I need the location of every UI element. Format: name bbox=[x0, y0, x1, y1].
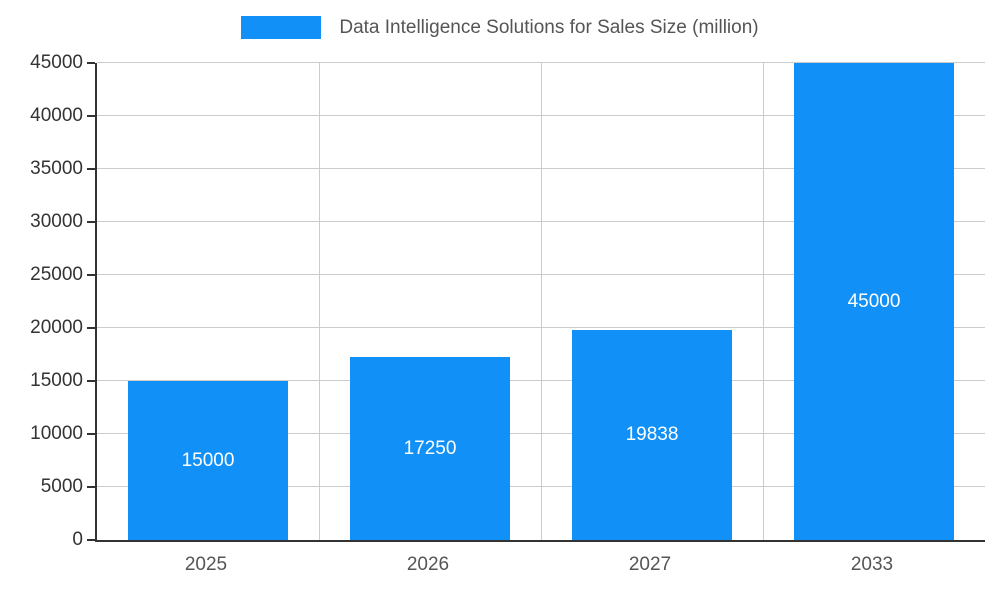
x-tick-label: 2025 bbox=[184, 554, 228, 575]
bars-container: 15000 17250 19838 45000 bbox=[97, 63, 985, 540]
y-tick-label: 30000 bbox=[30, 211, 83, 233]
chart-title: Data Intelligence Solutions for Sales Si… bbox=[339, 16, 759, 38]
y-tick-mark bbox=[87, 168, 95, 170]
y-tick-label: 40000 bbox=[30, 105, 83, 126]
x-tick-label: 2026 bbox=[406, 554, 450, 575]
x-tick-label: 2027 bbox=[628, 554, 672, 575]
x-gridline bbox=[763, 63, 764, 540]
y-tick-mark bbox=[87, 62, 95, 64]
y-tick-mark bbox=[87, 115, 95, 117]
y-tick-label: 45000 bbox=[30, 52, 83, 73]
legend: Data Intelligence Solutions for Sales Si… bbox=[0, 16, 1000, 39]
x-tick-label: 2033 bbox=[850, 554, 894, 575]
bar-value-label: 17250 bbox=[403, 437, 457, 459]
y-tick-mark bbox=[87, 380, 95, 383]
plot-area: 15000 17250 19838 45000 0 5000 10000 15000 2000… bbox=[30, 52, 985, 550]
y-tick-label: 5000 bbox=[40, 476, 83, 497]
bar-2026: 17250 bbox=[350, 357, 510, 540]
bar-column: 45000 bbox=[763, 63, 985, 540]
bar-column: 19838 bbox=[541, 63, 763, 540]
x-gridline bbox=[319, 63, 320, 540]
y-tick-label: 35000 bbox=[30, 158, 83, 179]
y-tick-mark bbox=[87, 327, 95, 329]
bar-2033: 45000 bbox=[794, 63, 954, 540]
bar-column: 17250 bbox=[319, 63, 541, 540]
y-gridline bbox=[97, 62, 985, 63]
bar-2027: 19838 bbox=[572, 329, 732, 540]
bar-2025: 15000 bbox=[128, 381, 288, 540]
y-tick-label: 25000 bbox=[30, 264, 83, 285]
y-tick-mark bbox=[87, 221, 95, 224]
y-tick-mark bbox=[87, 433, 95, 435]
y-tick-mark bbox=[87, 539, 95, 541]
bar-value-label: 15000 bbox=[181, 449, 235, 471]
y-tick-mark bbox=[87, 274, 95, 276]
bar-value-label: 45000 bbox=[847, 290, 901, 312]
y-tick-mark bbox=[87, 486, 95, 488]
x-axis-labels: 2025 2026 2027 2033 bbox=[95, 554, 983, 576]
x-gridline bbox=[541, 63, 542, 540]
y-tick-label: 20000 bbox=[30, 317, 83, 338]
y-tick-label: 10000 bbox=[30, 423, 83, 444]
legend-swatch bbox=[241, 16, 322, 39]
bar-column: 15000 bbox=[97, 63, 319, 540]
y-tick-label: 0 bbox=[72, 529, 83, 550]
y-tick-label: 15000 bbox=[30, 370, 83, 392]
bar-value-label: 19838 bbox=[625, 423, 679, 445]
